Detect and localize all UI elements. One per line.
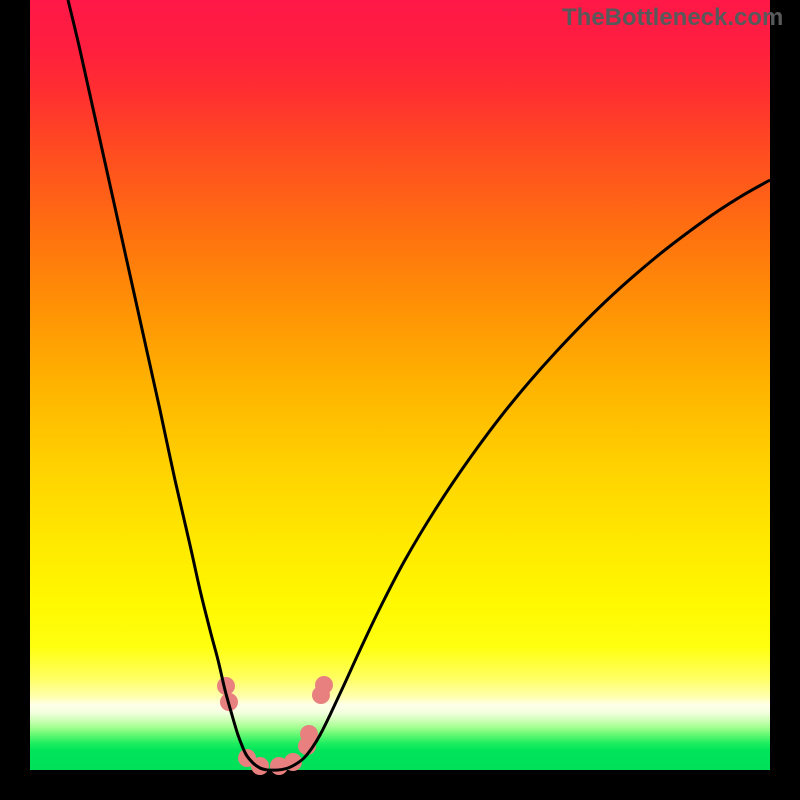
watermark-text: TheBottleneck.com [562,4,783,31]
border-bottom [0,770,800,800]
watermark: TheBottleneck.com [562,4,783,32]
chart-container: TheBottleneck.com [0,0,800,800]
plot-area [30,0,770,770]
border-left [0,0,30,800]
border-right [770,0,800,800]
